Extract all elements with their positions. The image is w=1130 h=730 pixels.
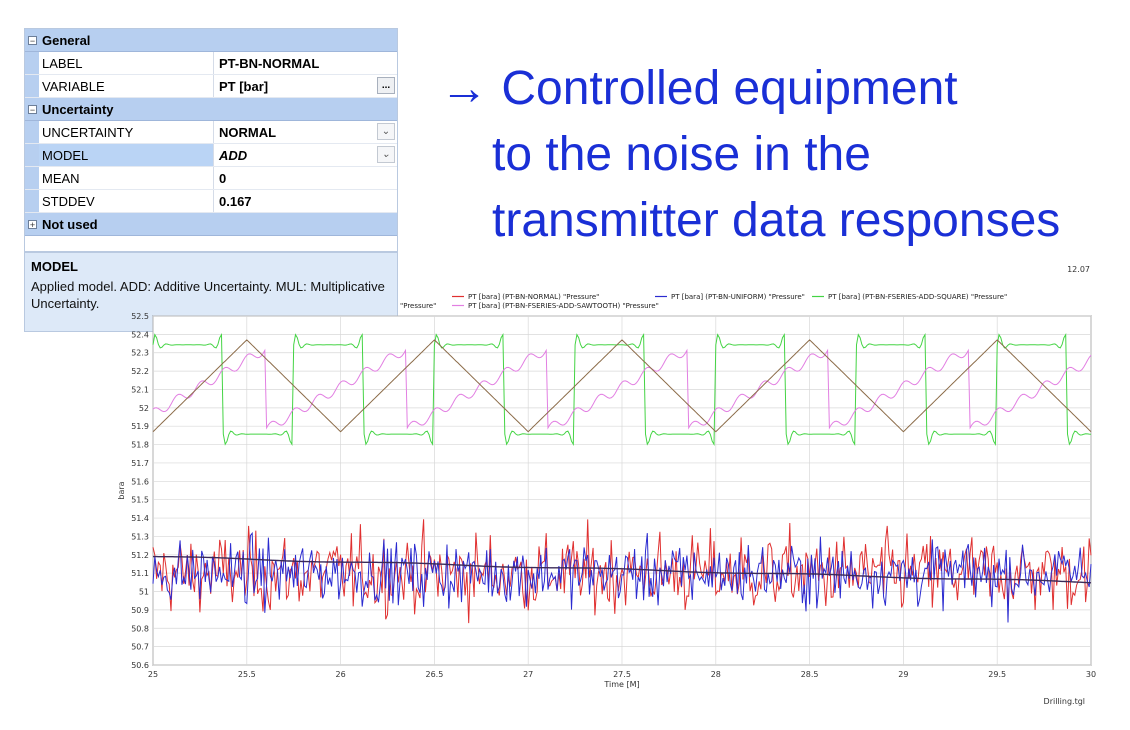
prop-row-mean[interactable]: MEAN 0 (25, 167, 397, 190)
category-not-used-label: Not used (42, 216, 98, 232)
x-tick-label: 25 (148, 670, 158, 679)
top-right-note: 12.07 (1067, 265, 1090, 274)
category-not-used[interactable]: + Not used (25, 213, 397, 236)
series-line-1 (152, 531, 1092, 623)
y-tick-label: 51.9 (131, 422, 149, 431)
y-tick-label: 52.2 (131, 367, 149, 376)
y-axis-label: bara (117, 481, 126, 499)
arrow-right-icon: → (440, 62, 488, 115)
x-tick-label: 29 (898, 670, 908, 679)
x-tick-label: 27.5 (613, 670, 631, 679)
y-tick-label: 50.8 (131, 624, 149, 633)
y-tick-label: 51.1 (131, 569, 149, 578)
y-tick-label: 50.7 (131, 643, 149, 652)
legend-entry: PT [bara] (PT-BN-FSERIES-ADD-SAWTOOTH) "… (468, 302, 659, 310)
prop-row-uncertainty[interactable]: UNCERTAINTY NORMAL ⌄ (25, 121, 397, 144)
y-tick-label: 51.6 (131, 477, 149, 486)
prop-value[interactable]: PT [bar] ... (214, 75, 397, 97)
headline-text-1: Controlled equipment (501, 62, 958, 115)
prop-name: STDDEV (39, 190, 214, 212)
prop-value[interactable]: NORMAL ⌄ (214, 121, 397, 143)
headline: → Controlled equipment to the noise in t… (440, 56, 1060, 254)
x-tick-label: 30 (1086, 670, 1096, 679)
x-tick-label: 27 (523, 670, 533, 679)
y-tick-label: 51.5 (131, 496, 149, 505)
y-tick-label: 52.4 (131, 330, 149, 339)
x-tick-label: 26.5 (425, 670, 443, 679)
series-line-5 (153, 555, 1092, 584)
prop-name: MODEL (39, 144, 214, 166)
prop-name: UNCERTAINTY (39, 121, 214, 143)
y-tick-label: 51.4 (131, 514, 149, 523)
category-general[interactable]: − General (25, 29, 397, 52)
headline-line-2: to the noise in the (492, 128, 871, 181)
corner-note: Drilling.tgl (1044, 697, 1085, 706)
x-tick-label: 26 (336, 670, 346, 679)
prop-name: MEAN (39, 167, 214, 189)
chart-axes: 52.5 52.4 52.3 52.2 52.1 52 51.9 51.8 51.7 51.6 51… (117, 265, 1096, 706)
x-tick-label: 25.5 (238, 670, 256, 679)
prop-value-text: NORMAL (219, 124, 277, 140)
description-title: MODEL (31, 259, 78, 274)
y-tick-label: 50.6 (131, 661, 149, 670)
prop-row-variable[interactable]: VARIABLE PT [bar] ... (25, 75, 397, 98)
ellipsis-button[interactable]: ... (377, 77, 395, 94)
y-tick-label: 50.9 (131, 606, 149, 615)
prop-value-text: ADD (219, 147, 248, 163)
y-tick-label: 52 (139, 404, 149, 413)
headline-line-1: → Controlled equipment (440, 56, 1060, 122)
series-line-2 (152, 332, 1092, 446)
chart-legend: "Pressure" PT [bara] (PT-BN-NORMAL) "Pres… (400, 293, 1007, 310)
x-tick-label: 28.5 (801, 670, 819, 679)
prop-name: VARIABLE (39, 75, 214, 97)
prop-name: LABEL (39, 52, 214, 74)
y-tick-label: 52.1 (131, 385, 149, 394)
prop-value-text: PT [bar] (219, 78, 269, 94)
expand-icon[interactable]: + (28, 219, 37, 230)
prop-row-label[interactable]: LABEL PT-BN-NORMAL (25, 52, 397, 75)
chart-series (152, 332, 1092, 624)
row-gutter (25, 144, 39, 166)
prop-value[interactable]: ADD ⌄ (214, 144, 397, 166)
y-tick-label: 52.3 (131, 349, 149, 358)
legend-entry: PT [bara] (PT-BN-FSERIES-ADD-SQUARE) "Pr… (828, 293, 1007, 301)
chevron-down-icon[interactable]: ⌄ (377, 146, 395, 163)
property-grid: − General LABEL PT-BN-NORMAL VARIABLE PT… (24, 28, 398, 332)
chevron-down-icon[interactable]: ⌄ (377, 123, 395, 140)
legend-entry: PT [bara] (PT-BN-NORMAL) "Pressure" (468, 293, 599, 301)
x-tick-label: 28 (711, 670, 721, 679)
row-gutter (25, 121, 39, 143)
headline-line-3: transmitter data responses (492, 194, 1061, 247)
legend-fragment: "Pressure" (400, 302, 436, 310)
y-tick-label: 51 (139, 588, 149, 597)
row-gutter (25, 75, 39, 97)
x-axis-label: Time [M] (603, 680, 639, 689)
y-tick-label: 51.2 (131, 551, 149, 560)
description-text: Applied model. ADD: Additive Uncertainty… (31, 279, 385, 311)
y-tick-label: 51.8 (131, 441, 149, 450)
series-line-3 (152, 348, 1092, 430)
series-line-4 (152, 339, 1092, 433)
category-uncertainty[interactable]: − Uncertainty (25, 98, 397, 121)
collapse-icon[interactable]: − (28, 35, 37, 46)
legend-entry: PT [bara] (PT-BN-UNIFORM) "Pressure" (671, 293, 805, 301)
collapse-icon[interactable]: − (28, 104, 37, 115)
prop-value[interactable]: 0.167 (219, 193, 252, 209)
x-tick-label: 29.5 (988, 670, 1006, 679)
row-gutter (25, 52, 39, 74)
prop-value[interactable]: 0 (219, 170, 227, 186)
y-tick-label: 51.3 (131, 532, 149, 541)
y-tick-label: 52.5 (131, 312, 149, 321)
row-gutter (25, 190, 39, 212)
y-tick-label: 51.7 (131, 459, 149, 468)
category-general-label: General (42, 32, 91, 48)
category-uncertainty-label: Uncertainty (42, 101, 114, 117)
prop-row-model[interactable]: MODEL ADD ⌄ (25, 144, 397, 167)
row-gutter (25, 167, 39, 189)
prop-row-stddev[interactable]: STDDEV 0.167 (25, 190, 397, 213)
prop-value[interactable]: PT-BN-NORMAL (219, 55, 320, 71)
